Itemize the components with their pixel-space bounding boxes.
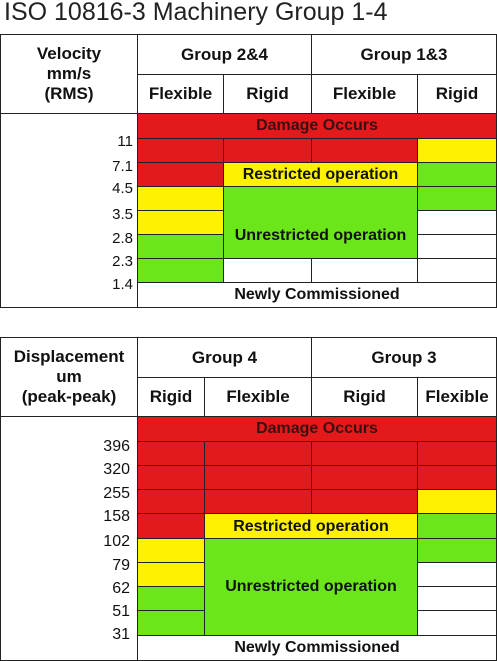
displacement-table: Displacement um (peak-peak) Group 4 Grou… [0,337,497,661]
velocity-zone-cell [137,234,224,259]
displacement-col-4: Flexible [417,377,497,417]
velocity-damage-label: Damage Occurs [256,117,378,134]
velocity-zone-cell [417,162,497,187]
velocity-zone-cell [223,258,312,283]
velocity-col-4: Rigid [417,74,497,114]
velocity-tick: 11 [117,133,133,150]
velocity-header-line-2: mm/s [46,64,92,83]
page-title: ISO 10816-3 Machinery Group 1-4 [4,0,388,26]
velocity-col-2: Rigid [223,74,312,114]
displacement-zone-cell [311,489,418,514]
velocity-zone-cell [137,186,224,211]
displacement-tick: 31 [112,626,130,643]
displacement-tick: 51 [112,603,130,620]
displacement-zone-cell [311,465,418,490]
velocity-zone-cell [417,234,497,259]
displacement-zone-cell [417,465,497,490]
displacement-zone-cell [417,441,497,466]
displacement-tick: 158 [103,508,130,525]
velocity-restricted-label: Restricted operation [242,166,399,183]
velocity-zone-cell [137,162,224,187]
displacement-zone-cell [204,489,312,514]
displacement-zone-cell [417,538,497,563]
displacement-zone-cell [137,562,205,587]
displacement-header-line-1: Displacement [13,347,125,366]
velocity-new-band [137,282,497,308]
displacement-zone-cell [137,513,205,539]
displacement-zone-cell [137,465,205,490]
velocity-zone-cell [137,258,224,283]
displacement-ticks: 396 320 255 158 102 79 62 51 31 [0,416,130,661]
velocity-restricted-band [223,162,418,187]
displacement-zone-cell [137,489,205,514]
displacement-zone-cell [417,610,497,636]
velocity-unrestricted-band [223,186,418,259]
velocity-col-1: Flexible [137,74,224,114]
velocity-tick: 4.5 [112,180,133,197]
displacement-new-label: Newly Commissioned [234,639,400,656]
displacement-col-3: Rigid [311,377,418,417]
velocity-zone-cell [417,186,497,211]
velocity-unrestricted-label: Unrestricted operation [234,227,407,244]
velocity-tick: 1.4 [112,276,133,293]
displacement-group-left: Group 4 [137,337,312,378]
displacement-header-line-3: (peak-peak) [21,387,117,406]
velocity-header-line-3: (RMS) [44,84,94,103]
velocity-new-label: Newly Commissioned [234,286,400,303]
displacement-zone-cell [137,538,205,563]
velocity-header-line-1: Velocity [36,44,102,63]
displacement-zone-cell [417,586,497,611]
displacement-damage-label: Damage Occurs [256,420,378,437]
velocity-zone-cell [137,210,224,235]
velocity-tick: 3.5 [112,206,133,223]
velocity-axis-header: Velocity mm/s (RMS) [0,34,138,114]
displacement-tick: 320 [103,461,130,478]
velocity-zone-cell [137,138,224,163]
velocity-zone-cell [223,138,312,163]
displacement-zone-cell [137,441,205,466]
displacement-axis-header: Displacement um (peak-peak) [0,337,138,417]
displacement-zone-cell [204,441,312,466]
velocity-tick: 2.8 [112,230,133,247]
displacement-zone-cell [417,513,497,539]
displacement-col-2: Flexible [204,377,312,417]
displacement-tick: 255 [103,485,130,502]
velocity-group-right: Group 1&3 [311,34,497,75]
displacement-unrestricted-band [204,538,418,636]
velocity-zone-cell [417,258,497,283]
velocity-col-3: Flexible [311,74,418,114]
velocity-zone-cell [311,138,418,163]
displacement-zone-cell [137,586,205,611]
displacement-tick: 396 [103,438,130,455]
velocity-ticks: 11 7.1 4.5 3.5 2.8 2.3 1.4 [0,113,133,308]
displacement-restricted-label: Restricted operation [233,518,389,535]
velocity-table: Velocity mm/s (RMS) Group 2&4 Group 1&3 … [0,34,497,308]
displacement-header-line-2: um [56,367,82,386]
velocity-zone-cell [417,210,497,235]
displacement-col-1: Rigid [137,377,205,417]
displacement-unrestricted-label: Unrestricted operation [225,578,397,595]
displacement-zone-cell [311,441,418,466]
displacement-zone-cell [137,610,205,636]
displacement-tick: 79 [112,557,130,574]
velocity-tick: 2.3 [112,253,133,270]
displacement-zone-cell [417,562,497,587]
velocity-group-left: Group 2&4 [137,34,312,75]
displacement-zone-cell [417,489,497,514]
displacement-tick: 62 [112,580,130,597]
velocity-zone-cell [417,138,497,163]
velocity-zone-cell [311,258,418,283]
velocity-tick: 7.1 [112,158,133,175]
displacement-group-right: Group 3 [311,337,497,378]
displacement-tick: 102 [103,533,130,550]
displacement-zone-cell [204,465,312,490]
